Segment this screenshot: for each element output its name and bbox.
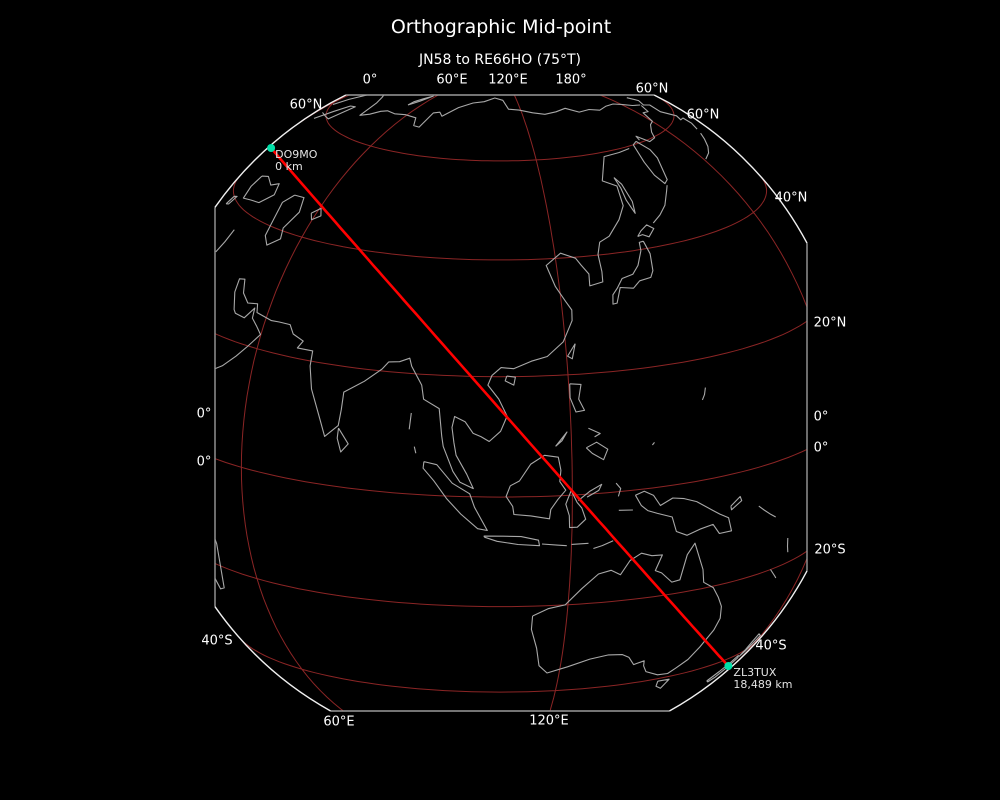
station-marker-destination	[724, 662, 733, 670]
station-distance: 18,489 km	[733, 677, 793, 691]
gridline-label: 20°N	[813, 315, 847, 331]
gridline-label: 40°S	[201, 633, 233, 649]
gridline-label: 60°E	[323, 714, 355, 730]
great-circle-path	[269, 146, 730, 668]
gridline-label: 60°E	[436, 72, 468, 88]
station-marker-origin	[267, 144, 276, 152]
gridline-label: 20°S	[814, 542, 846, 558]
map-border-limb	[214, 94, 808, 712]
map-border-edges	[214, 94, 808, 712]
station-callsign: DO9MO	[275, 147, 318, 161]
gridline-label: 60°N	[289, 97, 323, 113]
gridline-label: 40°S	[755, 638, 787, 654]
gridline-label: 120°E	[529, 713, 569, 729]
gridline-label: 60°N	[635, 81, 669, 97]
gridline-label: 180°	[555, 72, 587, 88]
station-label-zl3tux: ZL3TUX 18,489 km	[733, 667, 792, 690]
figure-subtitle: JN58 to RE66HO (75°T)	[418, 52, 582, 68]
gridline-label: 60°N	[686, 107, 720, 123]
gridline-label: 120°E	[488, 72, 528, 88]
station-callsign: ZL3TUX	[733, 666, 777, 680]
station-label-do9mo: DO9MO 0 km	[275, 149, 317, 172]
figure-title: Orthographic Mid-point	[390, 16, 612, 38]
gridline-label: 0°	[196, 454, 212, 470]
gridline-label: 0°	[196, 406, 212, 422]
gridline-label: 0°	[813, 409, 829, 425]
coastlines	[215, 95, 807, 689]
gridline-label: 0°	[362, 72, 378, 88]
gridline-label: 40°N	[774, 190, 808, 206]
station-distance: 0 km	[275, 159, 303, 173]
gridline-label: 0°	[813, 440, 829, 456]
